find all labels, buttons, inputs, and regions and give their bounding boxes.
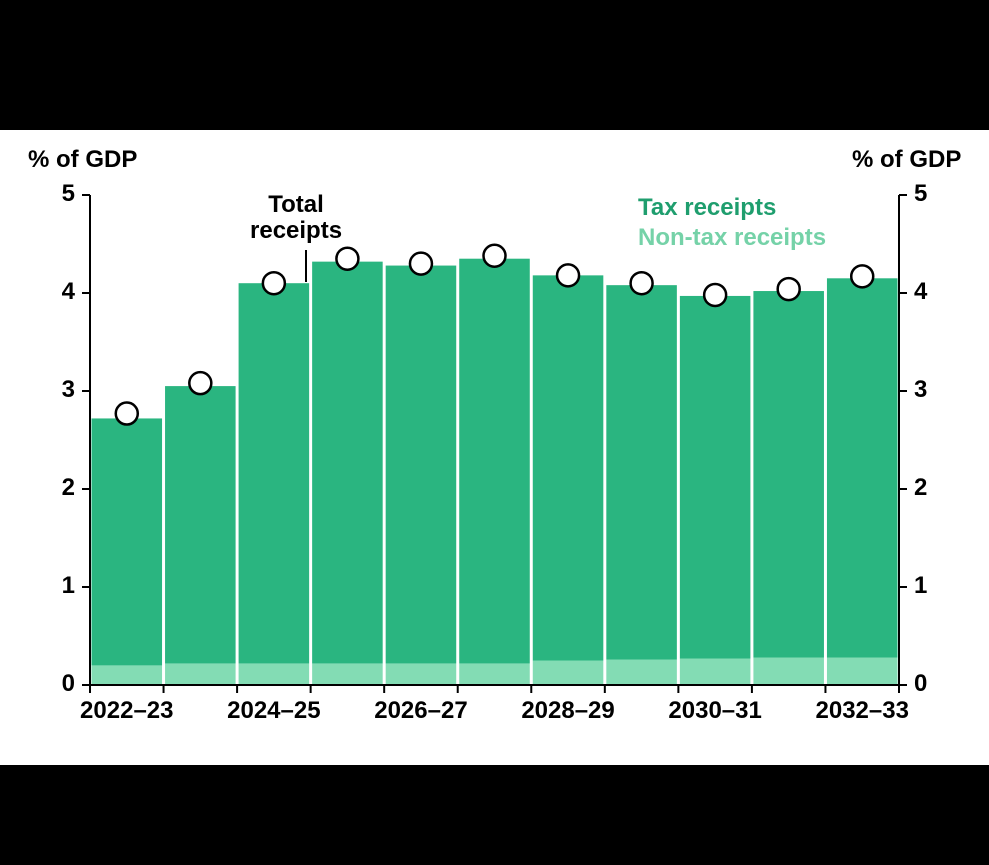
legend-nontax: Non-tax receipts	[638, 224, 826, 252]
ytick-right: 5	[914, 180, 944, 208]
xtick-label: 2032–33	[816, 697, 909, 725]
ytick-left: 3	[45, 376, 75, 404]
ytick-left: 0	[45, 670, 75, 698]
ytick-left: 5	[45, 180, 75, 208]
xtick-label: 2030–31	[668, 697, 761, 725]
total-receipts-annotation: Totalreceipts	[250, 192, 342, 245]
ytick-left: 1	[45, 572, 75, 600]
chart-svg	[0, 0, 989, 865]
ytick-right: 2	[914, 474, 944, 502]
ytick-right: 3	[914, 376, 944, 404]
ytick-right: 1	[914, 572, 944, 600]
xtick-label: 2028–29	[521, 697, 614, 725]
ytick-left: 4	[45, 278, 75, 306]
ytick-right: 4	[914, 278, 944, 306]
chart-frame: % of GDP % of GDP 0 0 1 1 2 2 3 3 4 4 5 5 2022–23 2024–…	[0, 0, 989, 865]
xtick-label: 2026–27	[374, 697, 467, 725]
y-axis-title-right: % of GDP	[852, 146, 961, 174]
legend-tax: Tax receipts	[638, 194, 776, 222]
y-axis-title-left: % of GDP	[28, 146, 137, 174]
ytick-left: 2	[45, 474, 75, 502]
xtick-label: 2024–25	[227, 697, 320, 725]
xtick-label: 2022–23	[80, 697, 173, 725]
ytick-right: 0	[914, 670, 944, 698]
